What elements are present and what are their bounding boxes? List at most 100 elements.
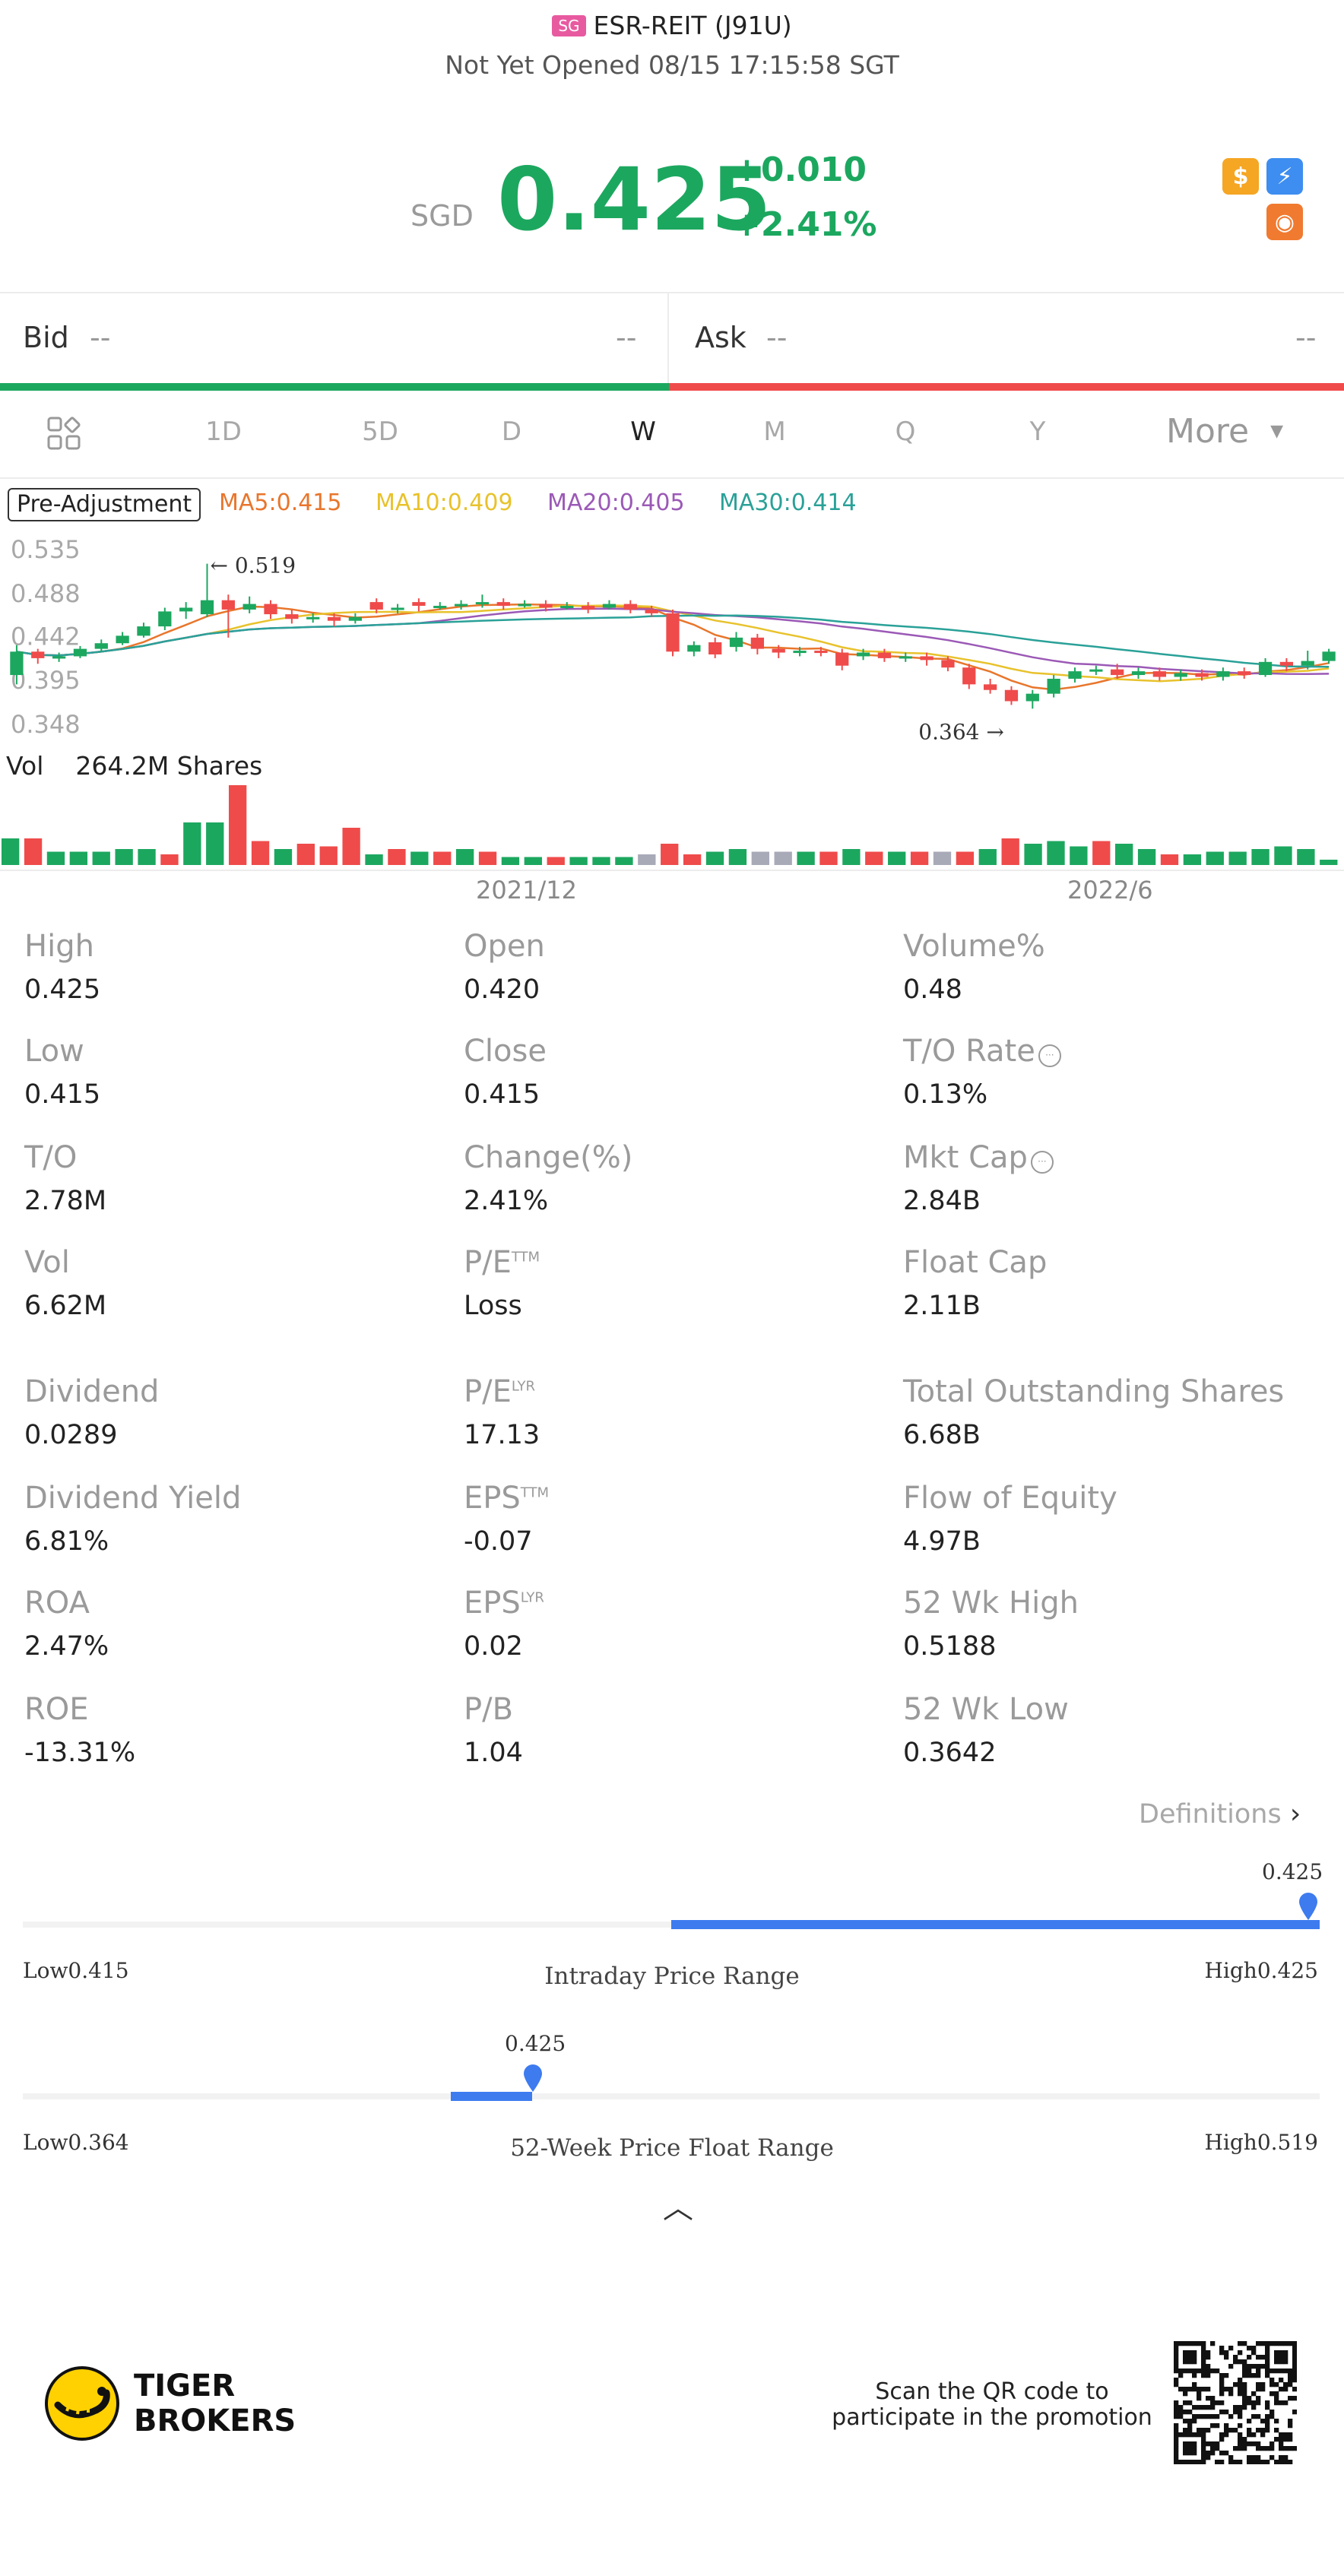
qr-module [1242, 2441, 1247, 2447]
qr-module [1279, 2387, 1284, 2392]
qr-module [1233, 2405, 1238, 2410]
qr-module [1288, 2341, 1293, 2346]
qr-module [1219, 2382, 1225, 2387]
stat-label-to-rate[interactable]: T/O Rate ··· [903, 1034, 1061, 1069]
tab-q[interactable]: Q [895, 417, 916, 447]
stat-label-open: Open [464, 929, 545, 964]
y-tick-label: 0.442 [11, 622, 81, 651]
qr-module [1251, 2455, 1257, 2460]
ma10-legend: MA10:0.409 [376, 490, 513, 516]
candle [496, 602, 510, 607]
qr-module [1192, 2441, 1197, 2447]
volume-bar [547, 857, 565, 865]
chevron-up-icon[interactable]: ︿ [663, 2191, 693, 2226]
qr-code[interactable] [1174, 2341, 1297, 2464]
qr-module [1183, 2441, 1188, 2447]
qr-module [1292, 2396, 1297, 2401]
volume-bar [24, 838, 43, 865]
qr-module [1274, 2355, 1279, 2360]
dollar-icon[interactable]: $ [1222, 158, 1259, 195]
qr-module [1201, 2432, 1206, 2438]
volume-bar [1024, 844, 1042, 865]
tab-d[interactable]: D [501, 417, 522, 447]
stat-label-text: Float Cap [903, 1245, 1048, 1280]
qr-module [1183, 2355, 1188, 2360]
stat-value-total-shares: 6.68B [903, 1420, 981, 1450]
intraday-current-label: 0.425 [1262, 1859, 1323, 1884]
qr-module [1283, 2350, 1289, 2356]
stat-label-volume-pct: Volume% [903, 929, 1045, 964]
qr-module [1174, 2428, 1179, 2433]
qr-module [1247, 2346, 1252, 2351]
qr-module [1283, 2446, 1289, 2451]
info-icon[interactable]: ··· [1038, 1044, 1061, 1067]
qr-module [1174, 2437, 1179, 2442]
qr-module [1178, 2432, 1184, 2438]
qr-module [1228, 2364, 1234, 2369]
stat-value-float-cap: 2.11B [903, 1291, 981, 1321]
qr-module [1251, 2414, 1257, 2419]
flash-icon[interactable]: ⚡ [1266, 158, 1303, 195]
qr-module [1183, 2410, 1188, 2415]
qr-module [1242, 2400, 1247, 2406]
qr-module [1210, 2400, 1216, 2406]
stat-label-text: P/E [464, 1245, 512, 1280]
qr-module [1215, 2368, 1220, 2374]
stat-label-low: Low [24, 1034, 84, 1069]
volume-bar [751, 851, 769, 865]
candle [412, 602, 426, 607]
stat-label-wk52-low: 52 Wk Low [903, 1692, 1069, 1727]
qr-module [1201, 2437, 1206, 2442]
stat-value-high: 0.425 [24, 974, 101, 1005]
qr-module [1251, 2441, 1257, 2447]
qr-module [1174, 2368, 1179, 2374]
min-price-label: 0.364 → [918, 719, 1004, 744]
tab-1d[interactable]: 1D [205, 417, 242, 447]
tab-5d[interactable]: 5D [362, 417, 398, 447]
candle [1258, 661, 1273, 676]
qr-module [1178, 2373, 1184, 2378]
pre-adjustment-toggle[interactable]: Pre-Adjustment [8, 488, 201, 521]
candle [983, 684, 997, 690]
chart-badge-icon[interactable]: ◉ [1266, 204, 1303, 240]
qr-module [1178, 2410, 1184, 2415]
qr-module [1279, 2359, 1284, 2365]
qr-module [1242, 2405, 1247, 2410]
tab-w[interactable]: W [630, 417, 656, 447]
info-icon[interactable]: ··· [1030, 1151, 1054, 1174]
volume-bar [69, 851, 88, 865]
qr-module [1242, 2437, 1247, 2442]
qr-module [1174, 2350, 1179, 2356]
volume-bar [92, 851, 110, 865]
qr-module [1292, 2368, 1297, 2374]
stat-value-roe: -13.31% [24, 1738, 136, 1768]
qr-module [1251, 2373, 1257, 2378]
qr-module [1187, 2350, 1193, 2356]
layout-icon[interactable] [47, 417, 81, 450]
qr-module [1292, 2355, 1297, 2360]
stat-label-text: Low [24, 1034, 84, 1069]
brand-name: TIGER BROKERS [134, 2368, 296, 2438]
candle [73, 648, 87, 657]
ma5-legend: MA5:0.415 [219, 490, 342, 516]
qr-module [1206, 2396, 1211, 2401]
volume-bar [524, 857, 542, 865]
qr-module [1238, 2441, 1243, 2447]
definitions-link[interactable]: Definitions › [1139, 1798, 1301, 1830]
qr-module [1174, 2423, 1179, 2429]
volume-bar [410, 851, 429, 865]
qr-module [1201, 2373, 1206, 2378]
tab-m[interactable]: M [763, 417, 786, 447]
price-change: +0.010 [733, 151, 867, 189]
qr-module [1233, 2428, 1238, 2433]
candle [772, 648, 785, 653]
qr-module [1187, 2419, 1193, 2424]
stat-label-mkt-cap[interactable]: Mkt Cap ··· [903, 1140, 1054, 1175]
tab-more[interactable]: More ▼ [1166, 412, 1283, 451]
intraday-low: Low0.415 [23, 1958, 129, 1983]
qr-module [1197, 2341, 1202, 2346]
qr-module [1187, 2428, 1193, 2433]
qr-module [1238, 2350, 1243, 2356]
tab-y[interactable]: Y [1029, 417, 1046, 447]
